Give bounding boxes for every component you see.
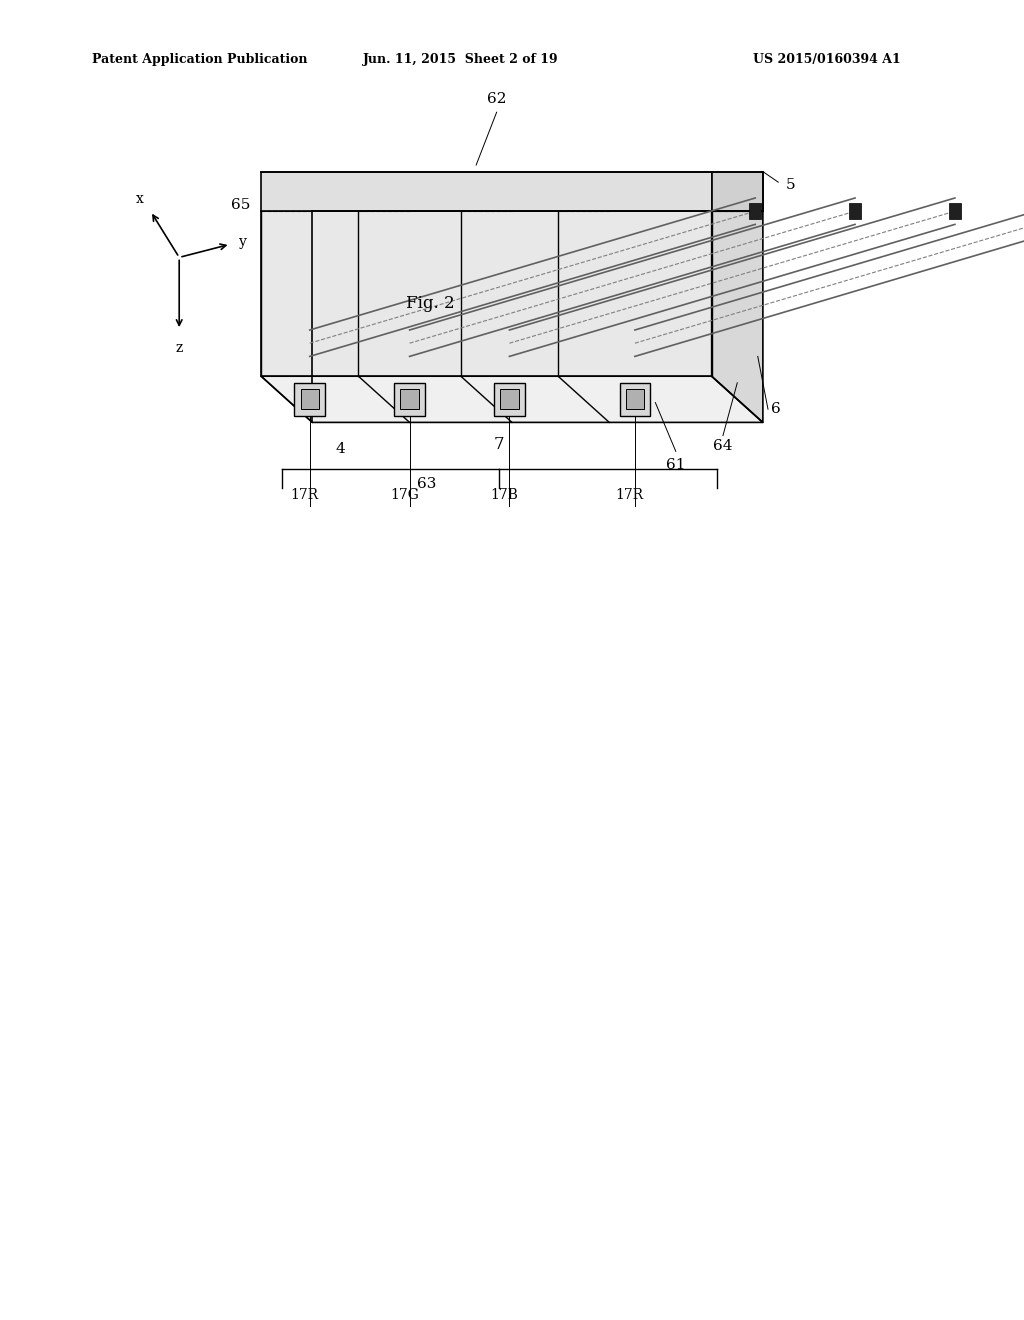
FancyBboxPatch shape <box>501 389 519 409</box>
FancyBboxPatch shape <box>394 383 425 416</box>
Text: 61: 61 <box>666 458 686 471</box>
Text: 7: 7 <box>494 436 505 453</box>
FancyBboxPatch shape <box>400 389 419 409</box>
Text: 64: 64 <box>713 440 733 453</box>
Text: US 2015/0160394 A1: US 2015/0160394 A1 <box>754 53 901 66</box>
Text: Fig. 2: Fig. 2 <box>406 296 455 312</box>
Bar <box>750 203 762 219</box>
Text: 62: 62 <box>486 92 507 106</box>
FancyBboxPatch shape <box>620 383 650 416</box>
Polygon shape <box>261 211 712 376</box>
Text: Patent Application Publication: Patent Application Publication <box>92 53 307 66</box>
FancyBboxPatch shape <box>301 389 319 409</box>
Text: 6: 6 <box>771 403 781 416</box>
Text: 63: 63 <box>418 478 436 491</box>
FancyBboxPatch shape <box>495 383 525 416</box>
Polygon shape <box>261 172 712 211</box>
FancyBboxPatch shape <box>295 383 326 416</box>
Polygon shape <box>261 376 763 422</box>
Text: Jun. 11, 2015  Sheet 2 of 19: Jun. 11, 2015 Sheet 2 of 19 <box>362 53 559 66</box>
Bar <box>849 203 861 219</box>
Text: 17G: 17G <box>390 488 419 502</box>
Polygon shape <box>712 172 763 211</box>
Text: 17B: 17B <box>490 488 518 502</box>
FancyBboxPatch shape <box>626 389 644 409</box>
Polygon shape <box>712 211 763 422</box>
Text: 65: 65 <box>231 198 250 211</box>
Text: 17R: 17R <box>291 488 318 502</box>
Text: z: z <box>175 341 183 355</box>
Text: 5: 5 <box>785 178 796 191</box>
Text: 4: 4 <box>335 442 345 455</box>
Text: 17R: 17R <box>615 488 644 502</box>
Text: y: y <box>239 235 247 248</box>
Bar <box>949 203 962 219</box>
Text: x: x <box>135 193 143 206</box>
